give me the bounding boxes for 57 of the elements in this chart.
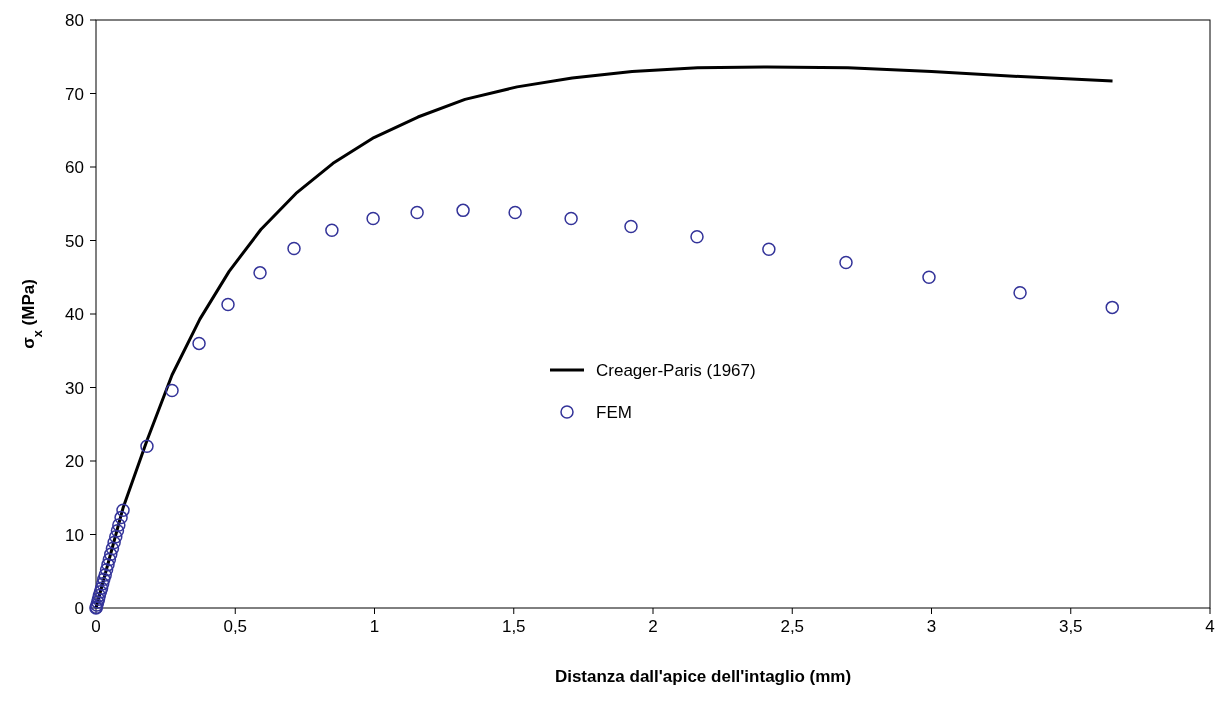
point bbox=[110, 524, 125, 538]
point bbox=[253, 266, 267, 280]
point bbox=[456, 203, 470, 218]
point bbox=[92, 588, 107, 603]
point bbox=[93, 585, 108, 599]
point bbox=[165, 383, 179, 398]
point bbox=[1013, 285, 1027, 300]
point bbox=[624, 219, 638, 234]
point bbox=[116, 503, 130, 517]
x-tick-label: 0,5 bbox=[223, 617, 248, 636]
y-tick-label: 70 bbox=[65, 84, 84, 104]
y-tick-label: 20 bbox=[65, 452, 84, 471]
point bbox=[192, 336, 206, 351]
y-tick-label: 10 bbox=[65, 525, 84, 545]
legend-label: FEM bbox=[596, 403, 632, 422]
point bbox=[114, 510, 128, 525]
point bbox=[325, 223, 339, 237]
y-tick-label: 60 bbox=[65, 158, 84, 177]
x-tick-label: 1 bbox=[369, 617, 380, 636]
point bbox=[839, 255, 853, 270]
y-tick-label: 40 bbox=[65, 305, 84, 324]
x-tick-label: 1,5 bbox=[501, 617, 526, 636]
point bbox=[107, 535, 121, 550]
point bbox=[101, 557, 115, 572]
point bbox=[762, 242, 776, 257]
point bbox=[140, 439, 154, 454]
point bbox=[410, 205, 424, 220]
x-axis-title: Distanza dall'apice dell'intaglio (mm) bbox=[554, 667, 852, 686]
point bbox=[922, 270, 936, 284]
x-tick-label: 3,5 bbox=[1058, 617, 1083, 636]
point bbox=[366, 211, 380, 226]
point bbox=[564, 211, 578, 226]
point bbox=[102, 552, 117, 567]
point bbox=[1105, 300, 1119, 315]
x-tick-label: 4 bbox=[1205, 617, 1215, 636]
point bbox=[287, 241, 301, 256]
point bbox=[104, 547, 118, 562]
x-tick-label: 2 bbox=[648, 617, 658, 636]
x-tick-label: 2,5 bbox=[780, 617, 805, 636]
point bbox=[98, 568, 112, 582]
y-tick-label: 50 bbox=[65, 231, 84, 251]
point bbox=[109, 529, 123, 544]
point bbox=[690, 230, 704, 244]
legend-label: Creager-Paris (1967) bbox=[596, 361, 756, 380]
point bbox=[95, 577, 110, 591]
x-tick-label: 0 bbox=[91, 617, 101, 636]
y-tick-label: 30 bbox=[65, 378, 84, 398]
x-tick-label: 3 bbox=[926, 617, 937, 636]
y-tick-label: 0 bbox=[74, 599, 84, 618]
y-tick-label: 80 bbox=[65, 11, 84, 30]
point bbox=[508, 205, 522, 220]
point bbox=[221, 297, 235, 312]
point bbox=[105, 541, 120, 556]
point bbox=[112, 518, 126, 532]
point bbox=[99, 563, 114, 577]
point bbox=[97, 572, 111, 587]
point bbox=[94, 581, 109, 595]
